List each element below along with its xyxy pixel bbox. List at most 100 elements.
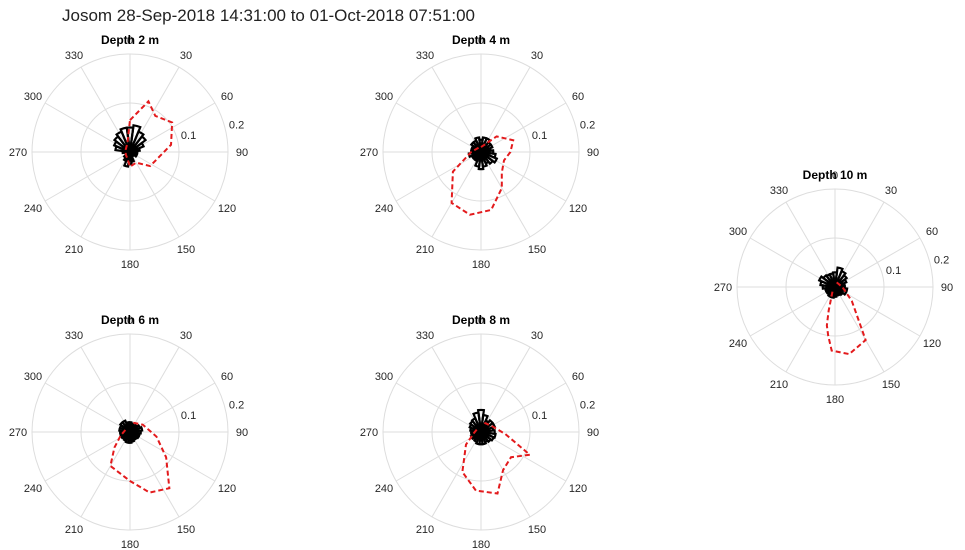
grid-spoke — [834, 201, 885, 288]
radial-tick-label: 0.2 — [580, 120, 595, 132]
rose-bar — [472, 411, 483, 433]
grid-spoke — [480, 102, 567, 153]
theta-tick-label: 0 — [127, 315, 133, 327]
grid-spoke — [395, 382, 482, 433]
theta-tick-label: 240 — [24, 203, 42, 215]
theta-tick-label: 270 — [9, 427, 27, 439]
radial-tick-label: 0.2 — [580, 400, 595, 412]
radial-tick-label: 0.2 — [229, 120, 244, 132]
theta-tick-label: 330 — [416, 50, 434, 62]
theta-tick-label: 0 — [127, 35, 133, 47]
rose-bar — [480, 421, 497, 434]
theta-tick-label: 210 — [65, 524, 83, 536]
grid-spoke — [834, 286, 921, 337]
rose-bar — [122, 151, 132, 163]
grid-spoke — [44, 382, 131, 433]
grid-spoke — [80, 431, 131, 518]
dashed-series-line — [825, 281, 867, 356]
theta-tick-label: 210 — [416, 244, 434, 256]
rose-bar — [473, 151, 483, 168]
grid-spoke — [80, 346, 131, 433]
rose-bar — [473, 136, 483, 153]
theta-tick-label: 270 — [714, 282, 732, 294]
rose-bar — [477, 151, 485, 171]
theta-tick-label: 180 — [121, 539, 139, 550]
grid-spoke — [129, 431, 216, 482]
rose-bar — [129, 134, 148, 153]
radial-tick-label: 0.2 — [229, 400, 244, 412]
theta-tick-label: 0 — [478, 315, 484, 327]
grid-spoke — [834, 286, 885, 373]
radial-tick-label: 0.1 — [532, 130, 547, 142]
theta-tick-label: 30 — [531, 330, 543, 342]
theta-tick-label: 330 — [65, 50, 83, 62]
grid-spoke — [80, 66, 131, 153]
figure-title: Josom 28-Sep-2018 14:31:00 to 01-Oct-201… — [62, 6, 476, 25]
theta-tick-label: 300 — [729, 226, 747, 238]
grid-spoke — [834, 237, 921, 288]
grid-spoke — [431, 151, 482, 238]
rose-bar — [122, 151, 131, 160]
panel-title: Depth 2 m — [101, 33, 159, 47]
rose-bar — [828, 272, 837, 288]
polar-panel: 0 30 60 90 120 150 180 210 240 270 300 330 0.1 0.2 Dep… — [9, 313, 248, 550]
rose-bar — [128, 124, 142, 153]
theta-tick-label: 180 — [121, 259, 139, 271]
grid-spoke — [129, 151, 180, 238]
grid-spoke — [80, 151, 131, 238]
rose-bar — [120, 419, 132, 433]
rose-bar — [476, 408, 486, 433]
theta-tick-label: 240 — [375, 483, 393, 495]
grid-spoke — [785, 286, 836, 373]
grid-spoke — [480, 346, 531, 433]
theta-tick-label: 240 — [375, 203, 393, 215]
rose-bar — [128, 422, 135, 433]
theta-tick-label: 90 — [236, 147, 248, 159]
theta-tick-label: 60 — [221, 91, 233, 103]
theta-tick-label: 240 — [24, 483, 42, 495]
grid-spoke — [480, 431, 531, 518]
theta-tick-label: 300 — [375, 371, 393, 383]
radial-tick-label: 0.1 — [181, 410, 196, 422]
polar-panel: 0 30 60 90 120 150 180 210 240 270 300 330 0.1 0.2 Dep… — [9, 33, 248, 271]
rose-bar — [480, 142, 494, 154]
radial-tick-label: 0.2 — [934, 255, 949, 267]
theta-tick-label: 270 — [360, 427, 378, 439]
theta-tick-label: 180 — [826, 394, 844, 406]
theta-tick-label: 90 — [236, 427, 248, 439]
theta-tick-label: 120 — [569, 483, 587, 495]
grid-spoke — [480, 431, 567, 482]
rose-bar — [128, 130, 145, 153]
grid-spoke — [480, 151, 567, 202]
rose-bar — [129, 141, 146, 154]
rose-bar — [129, 149, 139, 155]
theta-tick-label: 240 — [729, 338, 747, 350]
rose-bar — [480, 431, 493, 444]
panel-title: Depth 8 m — [452, 313, 510, 327]
grid-spoke — [431, 346, 482, 433]
grid-spoke — [44, 151, 131, 202]
theta-tick-label: 150 — [177, 524, 195, 536]
polar-panel: 0 30 60 90 120 150 180 210 240 270 300 330 0.1 0.2 Dep… — [714, 168, 953, 406]
rose-bar — [833, 269, 847, 288]
radial-tick-label: 0.1 — [532, 410, 547, 422]
theta-tick-label: 270 — [9, 147, 27, 159]
theta-tick-label: 300 — [24, 91, 42, 103]
grid-spoke — [749, 237, 836, 288]
grid-spoke — [129, 151, 216, 202]
theta-tick-label: 60 — [572, 371, 584, 383]
grid-spoke — [395, 151, 482, 202]
rose-bar — [474, 431, 483, 446]
theta-tick-label: 330 — [65, 330, 83, 342]
theta-tick-label: 90 — [941, 282, 953, 294]
theta-tick-label: 120 — [569, 203, 587, 215]
panel-title: Depth 10 m — [803, 168, 868, 182]
theta-tick-label: 330 — [770, 185, 788, 197]
rose-bar — [129, 150, 139, 159]
theta-tick-label: 60 — [572, 91, 584, 103]
rose-bar — [834, 273, 849, 288]
rose-bar — [119, 126, 132, 153]
theta-tick-label: 180 — [472, 259, 490, 271]
panel-title: Depth 6 m — [101, 313, 159, 327]
